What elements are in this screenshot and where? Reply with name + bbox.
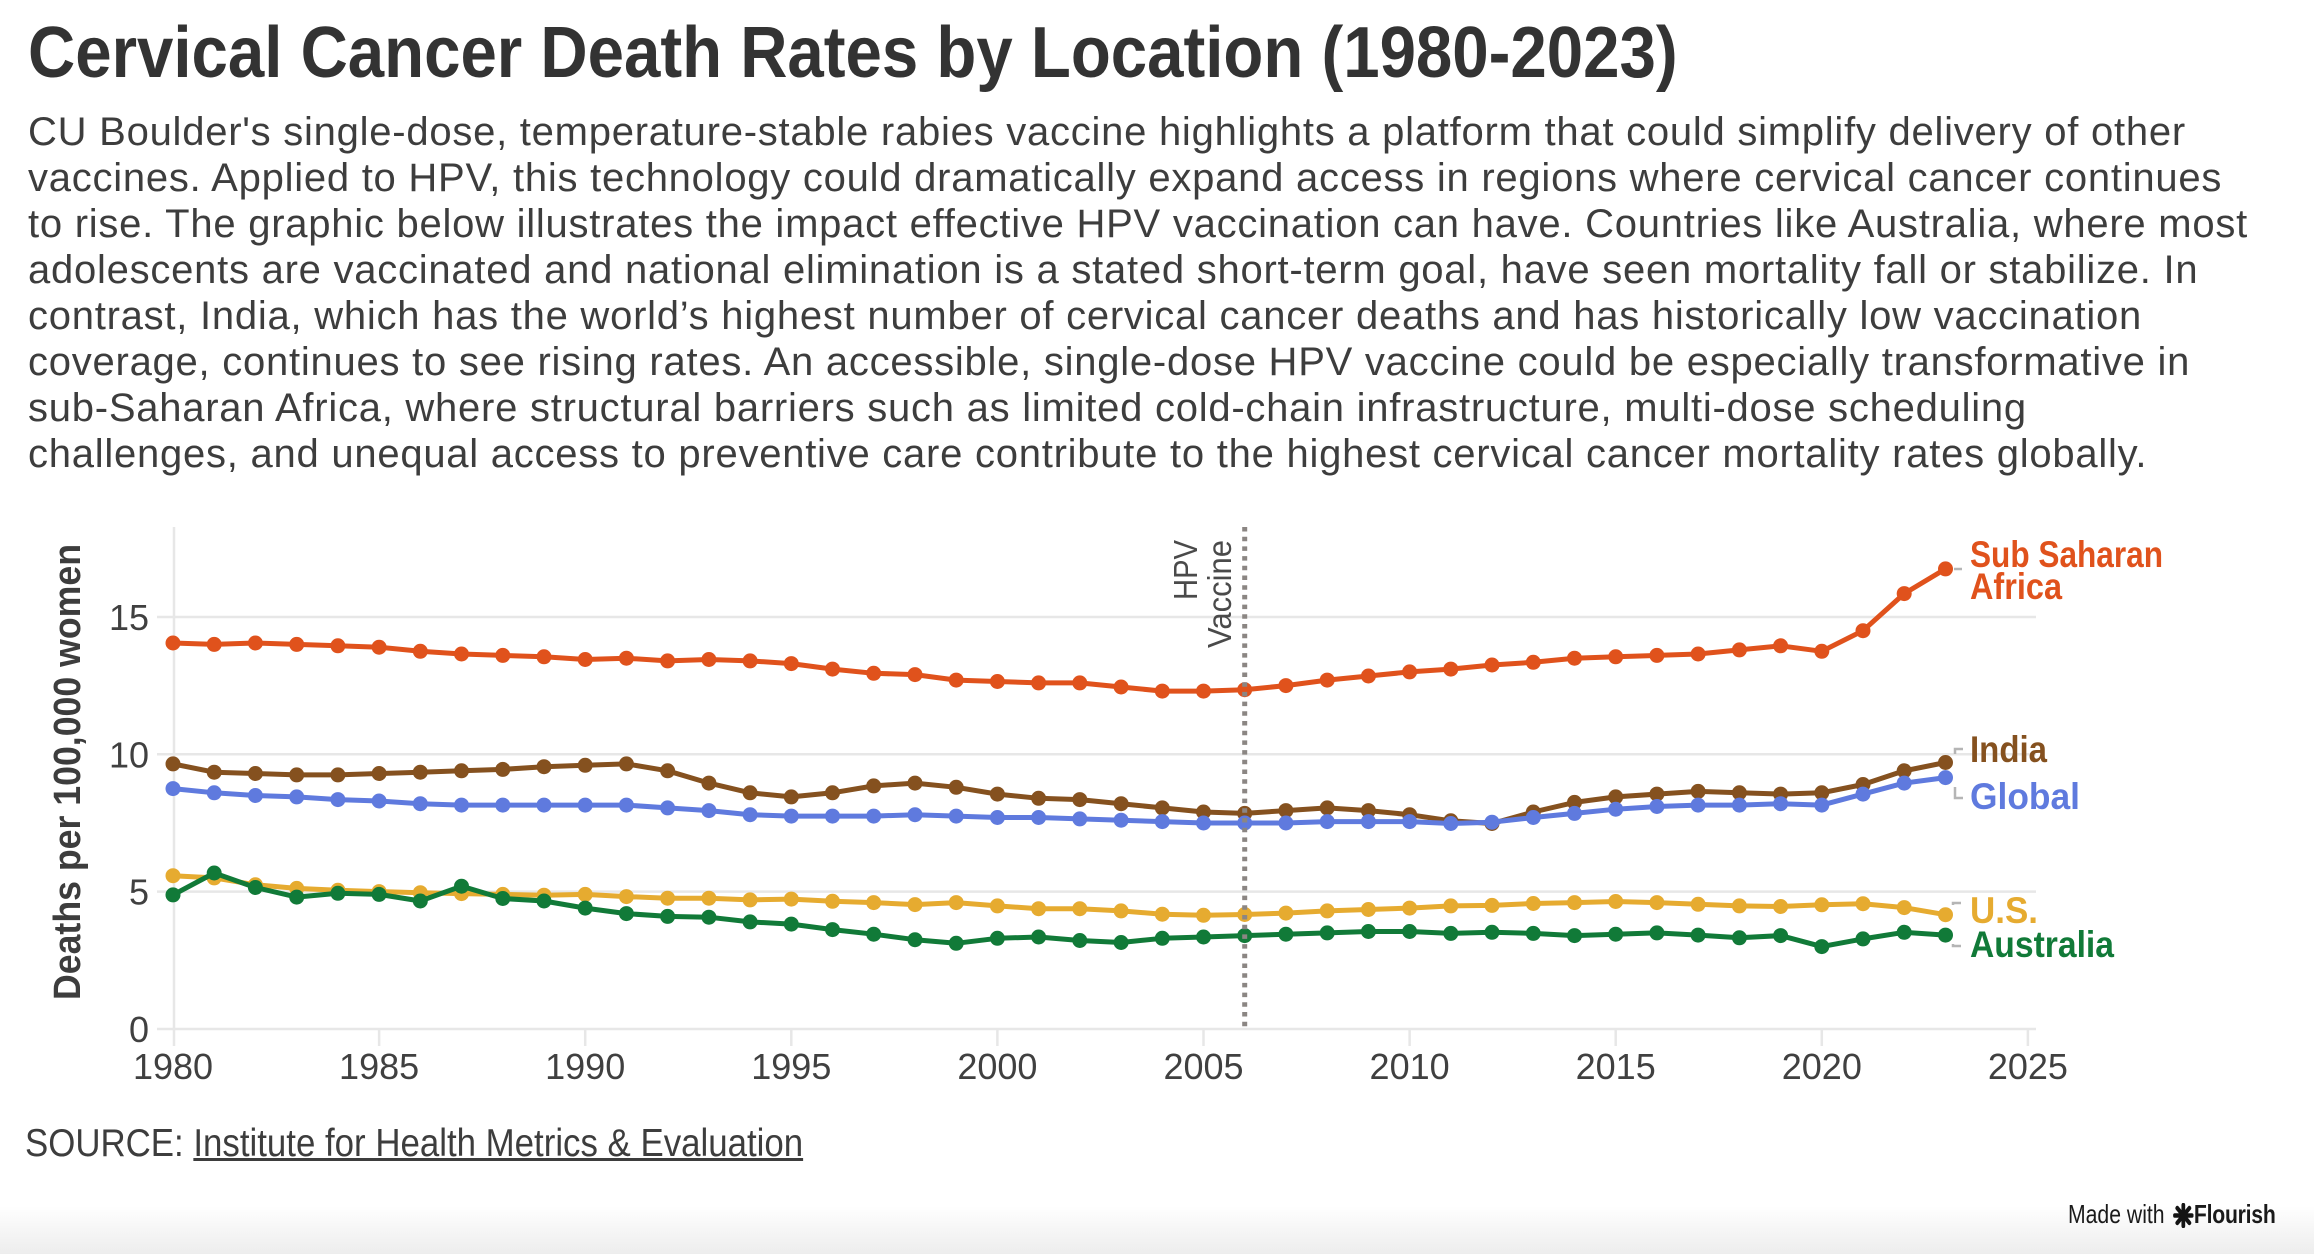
svg-text:2005: 2005 [1163, 1046, 1243, 1087]
svg-text:5: 5 [129, 872, 149, 913]
svg-text:1980: 1980 [133, 1046, 213, 1087]
svg-text:Vaccine: Vaccine [1201, 540, 1238, 648]
svg-text:2020: 2020 [1782, 1046, 1862, 1087]
svg-text:2025: 2025 [1988, 1046, 2068, 1087]
svg-text:Africa: Africa [1970, 566, 2062, 607]
svg-text:10: 10 [109, 734, 149, 775]
svg-text:India: India [1970, 729, 2047, 770]
svg-text:HPV: HPV [1167, 540, 1204, 600]
svg-text:Deaths per 100,000 women: Deaths per 100,000 women [47, 544, 89, 1000]
svg-text:Global: Global [1970, 776, 2080, 817]
svg-text:1985: 1985 [339, 1046, 419, 1087]
svg-text:2010: 2010 [1370, 1046, 1450, 1087]
svg-text:1990: 1990 [545, 1046, 625, 1087]
svg-text:Sub Saharan: Sub Saharan [1970, 534, 2163, 575]
svg-text:Australia: Australia [1970, 924, 2114, 965]
svg-text:15: 15 [109, 597, 149, 638]
svg-text:U.S.: U.S. [1970, 890, 2038, 931]
svg-text:2015: 2015 [1576, 1046, 1656, 1087]
svg-text:2000: 2000 [957, 1046, 1037, 1087]
svg-text:1995: 1995 [751, 1046, 831, 1087]
svg-text:0: 0 [129, 1009, 149, 1050]
